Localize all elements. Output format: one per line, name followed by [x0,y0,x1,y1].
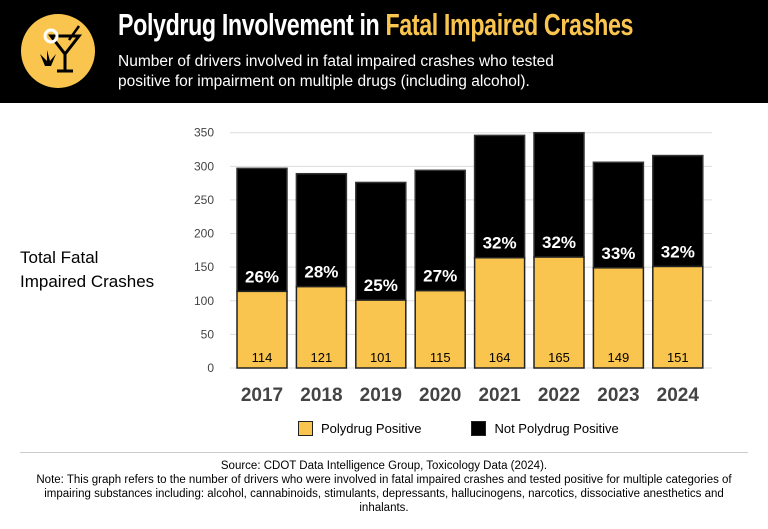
value-label: 151 [667,350,689,365]
bar-polydrug [652,265,704,369]
legend: Polydrug Positive Not Polydrug Positive [298,421,619,436]
y-tick-label: 50 [201,327,215,341]
y-axis-label: Total Fatal Impaired Crashes [20,246,154,294]
bar-polydrug [414,289,466,369]
x-tick-label: 2023 [597,385,639,406]
subtitle-line2: positive for impairment on multiple drug… [118,73,530,90]
bar-not-polydrug [236,167,288,293]
bar-polydrug [473,256,526,369]
value-label: 164 [489,350,511,365]
legend-item-not-polydrug: Not Polydrug Positive [471,421,619,436]
footer-note: Source: CDOT Data Intelligence Group, To… [20,459,748,515]
x-tick-label: 2021 [478,385,521,406]
bar-polydrug [236,290,288,369]
title-highlight: Fatal Impaired Crashes [385,7,634,42]
x-tick-label: 2019 [360,385,402,406]
subtitle: Number of drivers involved in fatal impa… [118,52,554,92]
x-tick-label: 2020 [419,385,461,406]
legend-label: Polydrug Positive [321,421,422,436]
y-tick-label: 150 [194,260,214,274]
percent-label: 32% [483,234,517,253]
bar-not-polydrug [652,154,704,268]
percent-label: 32% [542,233,576,252]
bar-polydrug [592,267,645,369]
bar-not-polydrug [414,169,466,292]
source-text: Source: CDOT Data Intelligence Group, To… [220,460,548,472]
y-tick-label: 300 [194,159,214,173]
percent-label: 27% [423,267,457,286]
note-text: Note: This graph refers to the number of… [36,474,732,514]
percent-label: 33% [601,244,635,263]
bar-polydrug [533,256,585,369]
percent-label: 25% [364,276,398,295]
x-tick-label: 2022 [538,385,580,406]
bar-polydrug [295,285,348,369]
x-tick-label: 2017 [241,385,283,406]
bar-not-polydrug [473,134,526,259]
stacked-bar-chart: 0 50 100 150 200 250 300 350 26% 114 2017 28% 121 201… [194,126,712,406]
page-title: Polydrug Involvement in Fatal Impaired C… [118,6,633,44]
legend-item-polydrug: Polydrug Positive [298,421,421,436]
percent-label: 26% [245,267,279,286]
bar-not-polydrug [355,181,407,301]
value-label: 165 [548,350,570,365]
x-tick-label: 2018 [300,385,342,406]
martini-cannabis-icon [21,14,95,88]
y-tick-label: 200 [194,227,214,241]
percent-label: 32% [661,242,695,261]
title-part1: Polydrug Involvement in [118,7,386,42]
percent-label: 28% [304,263,338,282]
y-axis-label-line2: Impaired Crashes [20,272,155,291]
bar-not-polydrug [592,161,645,269]
bar-not-polydrug [533,131,585,258]
subtitle-line1: Number of drivers involved in fatal impa… [118,53,554,70]
value-label: 115 [430,350,451,365]
value-label: 149 [608,350,630,365]
value-label: 114 [252,350,273,365]
legend-label: Not Polydrug Positive [494,421,619,436]
legend-swatch-polydrug [298,421,313,436]
y-tick-label: 350 [194,126,214,140]
y-tick-label: 100 [194,294,214,308]
y-tick-label: 0 [207,361,214,375]
legend-swatch-not-polydrug [471,421,487,436]
value-label: 121 [311,350,333,365]
y-tick-label: 250 [194,193,214,207]
y-axis-label-line1: Total Fatal [20,248,99,267]
header-banner: Polydrug Involvement in Fatal Impaired C… [0,0,768,103]
value-label: 101 [370,350,392,365]
x-tick-label: 2024 [657,385,700,406]
divider [20,452,748,453]
bar-polydrug [355,299,407,369]
